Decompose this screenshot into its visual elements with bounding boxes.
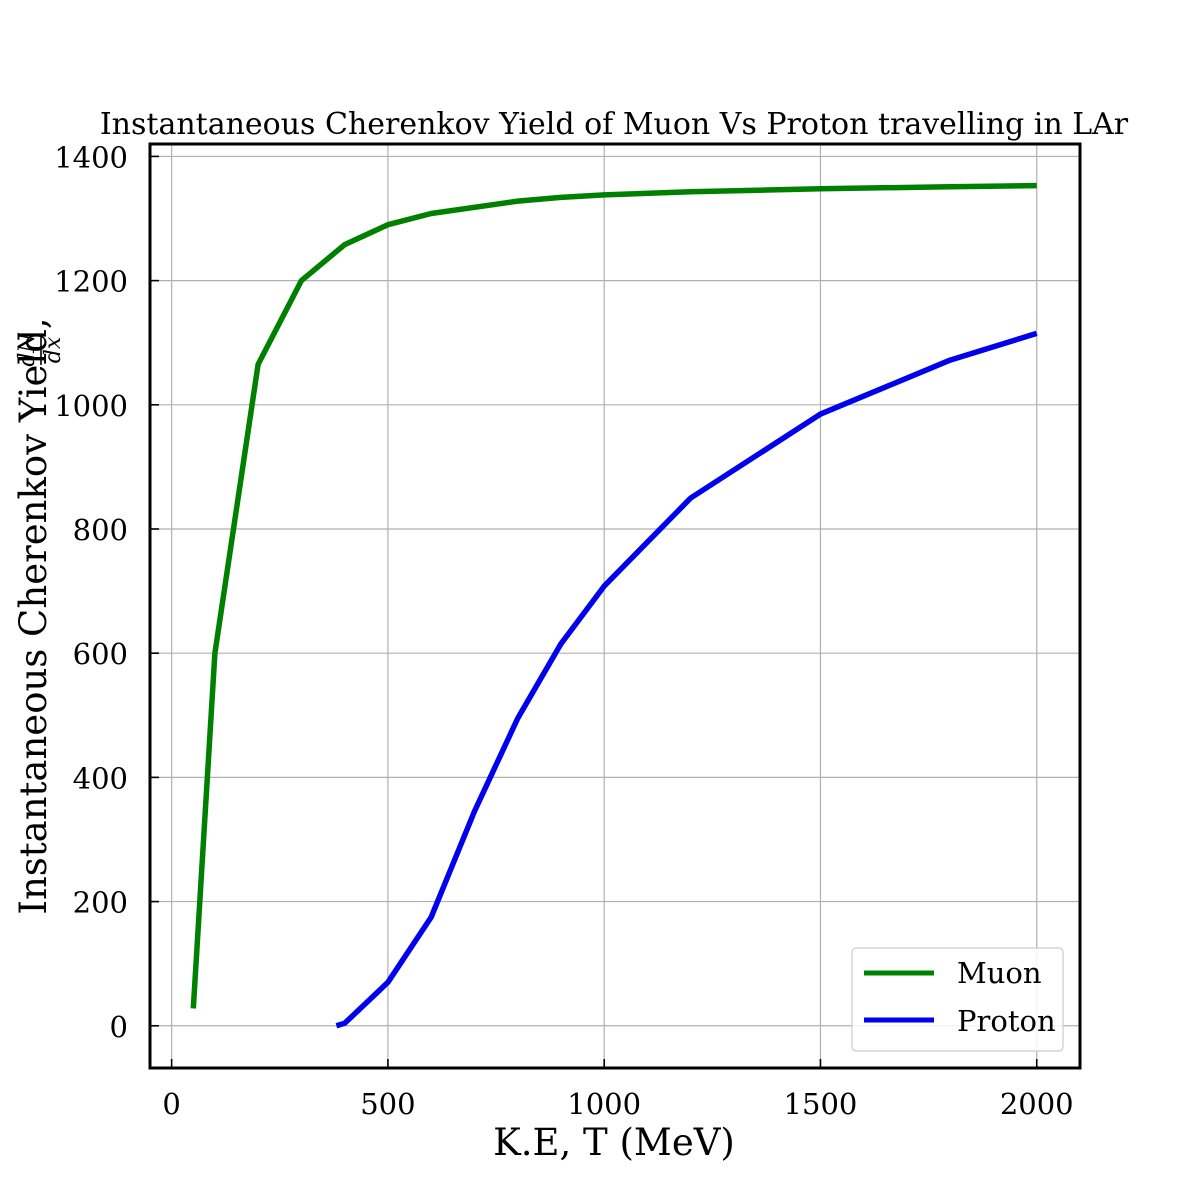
x-tick-label: 1500 (784, 1087, 858, 1121)
y-tick-label: 1200 (54, 265, 128, 299)
series-line-proton (335, 330, 1038, 1029)
x-tick-label: 0 (162, 1087, 180, 1121)
chart-title: Instantaneous Cherenkov Yield of Muon Vs… (100, 107, 1129, 142)
plot-frame (148, 142, 1082, 1070)
x-axis-label: K.E, T (MeV) (493, 1121, 735, 1164)
x-tick-label: 500 (360, 1087, 415, 1121)
y-axis-label-numerator: dN (15, 333, 40, 367)
y-tick-label: 1000 (54, 389, 128, 423)
legend: Muon Proton (851, 947, 1064, 1052)
y-tick-labels: 0 200 400 600 800 1000 1200 1400 (54, 140, 128, 1043)
y-axis-label-denominator: dx (41, 336, 66, 363)
plot-lines (190, 182, 1038, 1029)
x-tick-label: 1000 (567, 1087, 641, 1121)
y-tick-label: 400 (73, 761, 128, 795)
series-line-muon (190, 182, 1037, 1009)
y-tick-label: 200 (73, 886, 128, 920)
legend-label-muon: Muon (957, 956, 1042, 990)
y-axis-label: Instantaneous Cherenkov Yield, (12, 317, 55, 914)
y-axis-label-group: Instantaneous Cherenkov Yield, dN dx (12, 317, 66, 914)
y-tick-label: 600 (73, 637, 128, 671)
x-tick-label: 2000 (1000, 1087, 1074, 1121)
legend-label-proton: Proton (957, 1004, 1056, 1038)
grid-lines (150, 144, 1080, 1068)
y-tick-label: 0 (110, 1010, 128, 1044)
y-tick-label: 1400 (54, 140, 128, 174)
y-tick-label: 800 (73, 513, 128, 547)
x-tick-labels: 0 500 1000 1500 2000 (162, 1087, 1073, 1121)
